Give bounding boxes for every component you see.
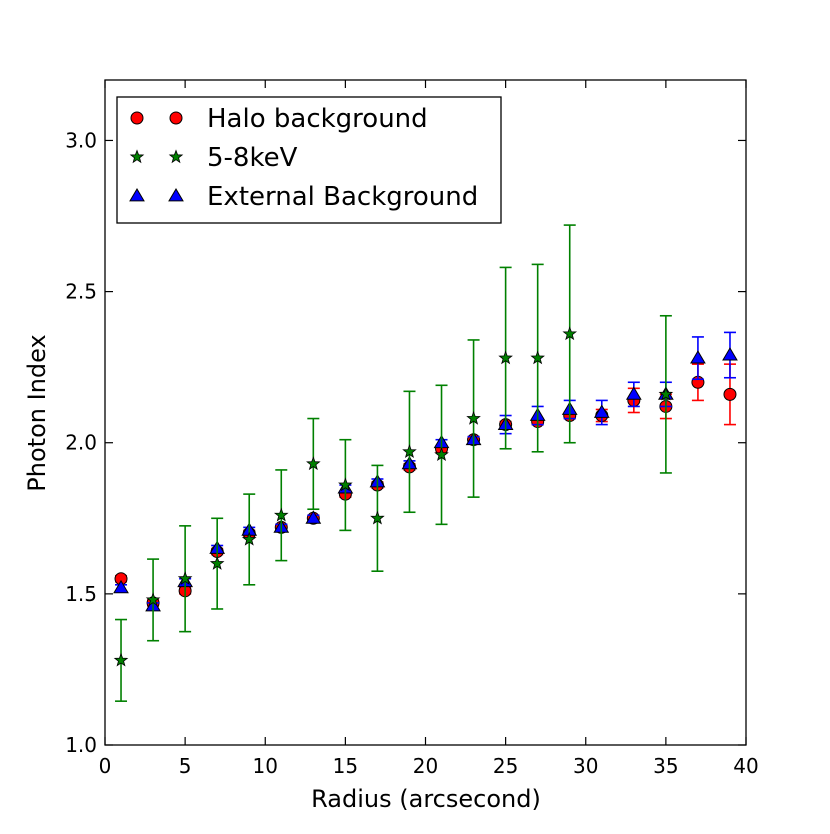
x-axis-label: Radius (arcsecond) (311, 785, 541, 813)
data-point (177, 571, 193, 585)
data-point (241, 531, 257, 546)
data-point (145, 592, 161, 607)
data-point (562, 326, 578, 341)
plot-area (113, 224, 738, 702)
series-5-8kev (113, 224, 674, 702)
data-point (338, 477, 353, 492)
data-point (723, 387, 737, 401)
legend-marker (129, 188, 145, 202)
data-point (370, 510, 385, 525)
series-halo-background (114, 363, 737, 610)
data-point (434, 447, 449, 462)
data-point (209, 555, 225, 570)
x-tick-label: 20 (413, 754, 438, 778)
x-tick-label: 30 (573, 754, 598, 778)
data-point (498, 350, 513, 365)
data-point (113, 579, 129, 594)
legend-label: 5-8keV (207, 143, 298, 173)
data-point (113, 652, 129, 667)
y-tick-label: 2.0 (65, 431, 97, 455)
y-tick-label: 2.5 (65, 280, 97, 304)
y-tick-label: 1.5 (65, 582, 97, 606)
data-point (722, 347, 738, 361)
data-point (690, 350, 706, 364)
y-axis-label: Photon Index (23, 334, 51, 491)
series-external-background (113, 331, 738, 612)
x-tick-label: 35 (653, 754, 678, 778)
legend-marker (168, 149, 184, 164)
axes: 0 5 10 15 20 25 30 35 40 1.0 1.5 2.0 2.5 3.0 (65, 79, 759, 778)
x-tick-label: 5 (179, 754, 192, 778)
data-point (593, 404, 610, 418)
legend-label: Halo background (207, 104, 428, 134)
data-point (305, 510, 322, 524)
x-tick-label: 15 (333, 754, 358, 778)
x-tick-label: 10 (253, 754, 278, 778)
legend-label: External Background (207, 182, 478, 212)
data-point (273, 507, 289, 522)
legend: Halo background 5-8keV External Background (116, 96, 502, 224)
data-point (530, 350, 545, 365)
data-point (306, 456, 321, 471)
legend-marker (168, 188, 184, 202)
data-point (625, 386, 642, 400)
y-tick-label: 1.0 (65, 733, 97, 757)
legend-marker (130, 111, 144, 125)
data-point (402, 444, 417, 458)
x-tick-label: 40 (733, 754, 758, 778)
legend-marker (129, 149, 145, 164)
data-point (466, 410, 481, 425)
y-tick-label: 3.0 (65, 128, 97, 152)
data-point (658, 386, 674, 401)
x-tick-label: 25 (493, 754, 518, 778)
legend-marker (169, 111, 183, 125)
x-tick-label: 0 (99, 754, 112, 778)
